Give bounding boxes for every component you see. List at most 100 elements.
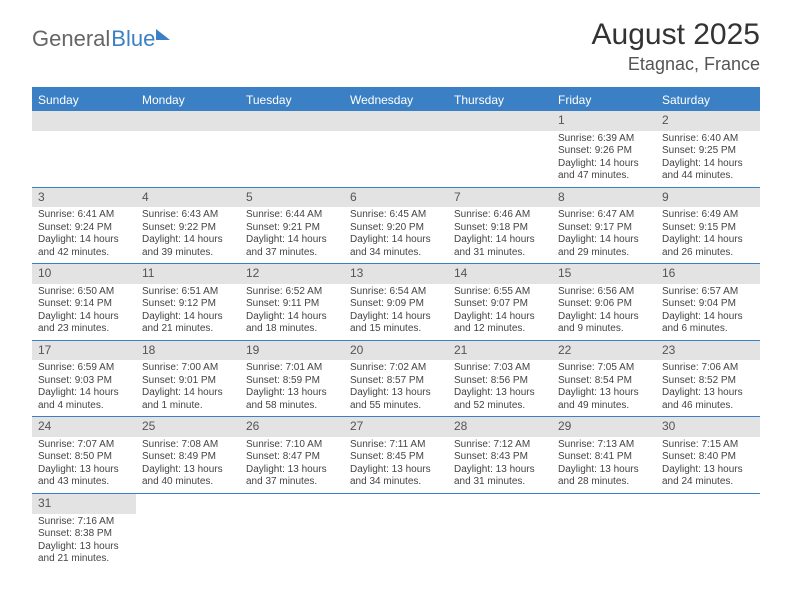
day-number <box>240 111 344 131</box>
day-header-row: SundayMondayTuesdayWednesdayThursdayFrid… <box>32 89 760 111</box>
calendar-cell: 2Sunrise: 6:40 AMSunset: 9:25 PMDaylight… <box>656 111 760 187</box>
cell-line: and 21 minutes. <box>38 553 130 566</box>
cell-line: Sunset: 8:43 PM <box>454 451 546 464</box>
cell-text: Sunrise: 6:49 AMSunset: 9:15 PMDaylight:… <box>656 207 760 263</box>
day-number: 23 <box>656 341 760 361</box>
day-number: 30 <box>656 417 760 437</box>
day-number: 24 <box>32 417 136 437</box>
cell-line: Sunset: 9:14 PM <box>38 298 130 311</box>
cell-line: Sunrise: 7:15 AM <box>662 439 754 452</box>
calendar-cell <box>656 494 760 570</box>
day-number: 1 <box>552 111 656 131</box>
cell-text: Sunrise: 6:39 AMSunset: 9:26 PMDaylight:… <box>552 131 656 187</box>
cell-text: Sunrise: 6:50 AMSunset: 9:14 PMDaylight:… <box>32 284 136 340</box>
cell-text: Sunrise: 6:54 AMSunset: 9:09 PMDaylight:… <box>344 284 448 340</box>
cell-line: Sunrise: 6:56 AM <box>558 286 650 299</box>
cell-text: Sunrise: 7:16 AMSunset: 8:38 PMDaylight:… <box>32 514 136 570</box>
cell-line: Daylight: 14 hours <box>350 311 442 324</box>
cell-line: and 26 minutes. <box>662 247 754 260</box>
cell-text: Sunrise: 7:07 AMSunset: 8:50 PMDaylight:… <box>32 437 136 493</box>
cell-line: and 42 minutes. <box>38 247 130 260</box>
day-header: Wednesday <box>344 89 448 111</box>
calendar-cell: 6Sunrise: 6:45 AMSunset: 9:20 PMDaylight… <box>344 188 448 264</box>
cell-text: Sunrise: 6:55 AMSunset: 9:07 PMDaylight:… <box>448 284 552 340</box>
cell-line: and 29 minutes. <box>558 247 650 260</box>
triangle-icon <box>156 29 170 40</box>
cell-line: Sunrise: 6:39 AM <box>558 133 650 146</box>
cell-line: Daylight: 13 hours <box>662 387 754 400</box>
cell-line: Sunset: 9:11 PM <box>246 298 338 311</box>
calendar-cell: 3Sunrise: 6:41 AMSunset: 9:24 PMDaylight… <box>32 188 136 264</box>
day-number: 25 <box>136 417 240 437</box>
brand-part1: General <box>32 26 110 52</box>
week-row: 3Sunrise: 6:41 AMSunset: 9:24 PMDaylight… <box>32 188 760 265</box>
cell-line: Daylight: 14 hours <box>38 234 130 247</box>
calendar-cell: 16Sunrise: 6:57 AMSunset: 9:04 PMDayligh… <box>656 264 760 340</box>
cell-line: Daylight: 14 hours <box>662 158 754 171</box>
cell-line: Sunset: 8:45 PM <box>350 451 442 464</box>
calendar-cell: 30Sunrise: 7:15 AMSunset: 8:40 PMDayligh… <box>656 417 760 493</box>
calendar-cell: 19Sunrise: 7:01 AMSunset: 8:59 PMDayligh… <box>240 341 344 417</box>
calendar-cell <box>448 111 552 187</box>
cell-line: Daylight: 14 hours <box>142 387 234 400</box>
cell-line: Sunrise: 6:51 AM <box>142 286 234 299</box>
calendar-cell: 24Sunrise: 7:07 AMSunset: 8:50 PMDayligh… <box>32 417 136 493</box>
cell-line: Daylight: 14 hours <box>558 234 650 247</box>
calendar-cell: 28Sunrise: 7:12 AMSunset: 8:43 PMDayligh… <box>448 417 552 493</box>
cell-line: and 12 minutes. <box>454 323 546 336</box>
cell-text: Sunrise: 6:43 AMSunset: 9:22 PMDaylight:… <box>136 207 240 263</box>
day-number <box>344 494 448 512</box>
cell-line: Sunset: 8:54 PM <box>558 375 650 388</box>
cell-line: Sunset: 9:07 PM <box>454 298 546 311</box>
cell-text: Sunrise: 7:13 AMSunset: 8:41 PMDaylight:… <box>552 437 656 493</box>
calendar-cell: 1Sunrise: 6:39 AMSunset: 9:26 PMDaylight… <box>552 111 656 187</box>
cell-line: Sunset: 8:57 PM <box>350 375 442 388</box>
location: Etagnac, France <box>592 54 760 75</box>
day-number: 4 <box>136 188 240 208</box>
cell-text: Sunrise: 7:05 AMSunset: 8:54 PMDaylight:… <box>552 360 656 416</box>
calendar-cell: 11Sunrise: 6:51 AMSunset: 9:12 PMDayligh… <box>136 264 240 340</box>
cell-line: and 46 minutes. <box>662 400 754 413</box>
cell-line: Daylight: 13 hours <box>662 464 754 477</box>
calendar-cell: 26Sunrise: 7:10 AMSunset: 8:47 PMDayligh… <box>240 417 344 493</box>
cell-line: Sunset: 9:26 PM <box>558 145 650 158</box>
week-row: 24Sunrise: 7:07 AMSunset: 8:50 PMDayligh… <box>32 417 760 494</box>
cell-line: Sunset: 8:38 PM <box>38 528 130 541</box>
cell-line: Sunset: 8:49 PM <box>142 451 234 464</box>
month-year: August 2025 <box>592 18 760 52</box>
cell-line: Daylight: 14 hours <box>38 387 130 400</box>
cell-text: Sunrise: 6:40 AMSunset: 9:25 PMDaylight:… <box>656 131 760 187</box>
calendar-cell <box>344 111 448 187</box>
cell-line: Sunset: 8:41 PM <box>558 451 650 464</box>
cell-line: Sunrise: 7:00 AM <box>142 362 234 375</box>
cell-text: Sunrise: 6:46 AMSunset: 9:18 PMDaylight:… <box>448 207 552 263</box>
title-block: August 2025 Etagnac, France <box>592 18 760 75</box>
cell-line: Sunrise: 7:13 AM <box>558 439 650 452</box>
day-number <box>344 111 448 131</box>
day-number: 10 <box>32 264 136 284</box>
calendar-cell: 4Sunrise: 6:43 AMSunset: 9:22 PMDaylight… <box>136 188 240 264</box>
cell-line: Daylight: 14 hours <box>662 234 754 247</box>
day-number <box>448 494 552 512</box>
cell-line: and 23 minutes. <box>38 323 130 336</box>
cell-text: Sunrise: 6:41 AMSunset: 9:24 PMDaylight:… <box>32 207 136 263</box>
day-number: 8 <box>552 188 656 208</box>
cell-line: Sunrise: 7:08 AM <box>142 439 234 452</box>
cell-line: and 24 minutes. <box>662 476 754 489</box>
day-number: 3 <box>32 188 136 208</box>
cell-line: Daylight: 14 hours <box>558 311 650 324</box>
cell-line: Sunrise: 6:50 AM <box>38 286 130 299</box>
cell-line: and 18 minutes. <box>246 323 338 336</box>
day-number: 6 <box>344 188 448 208</box>
calendar-cell: 29Sunrise: 7:13 AMSunset: 8:41 PMDayligh… <box>552 417 656 493</box>
cell-line: and 9 minutes. <box>558 323 650 336</box>
cell-text: Sunrise: 6:56 AMSunset: 9:06 PMDaylight:… <box>552 284 656 340</box>
week-row: 17Sunrise: 6:59 AMSunset: 9:03 PMDayligh… <box>32 341 760 418</box>
cell-line: and 37 minutes. <box>246 247 338 260</box>
cell-line: Daylight: 14 hours <box>454 311 546 324</box>
cell-line: and 40 minutes. <box>142 476 234 489</box>
calendar-cell: 23Sunrise: 7:06 AMSunset: 8:52 PMDayligh… <box>656 341 760 417</box>
day-number <box>656 494 760 512</box>
cell-line: and 47 minutes. <box>558 170 650 183</box>
day-number: 27 <box>344 417 448 437</box>
